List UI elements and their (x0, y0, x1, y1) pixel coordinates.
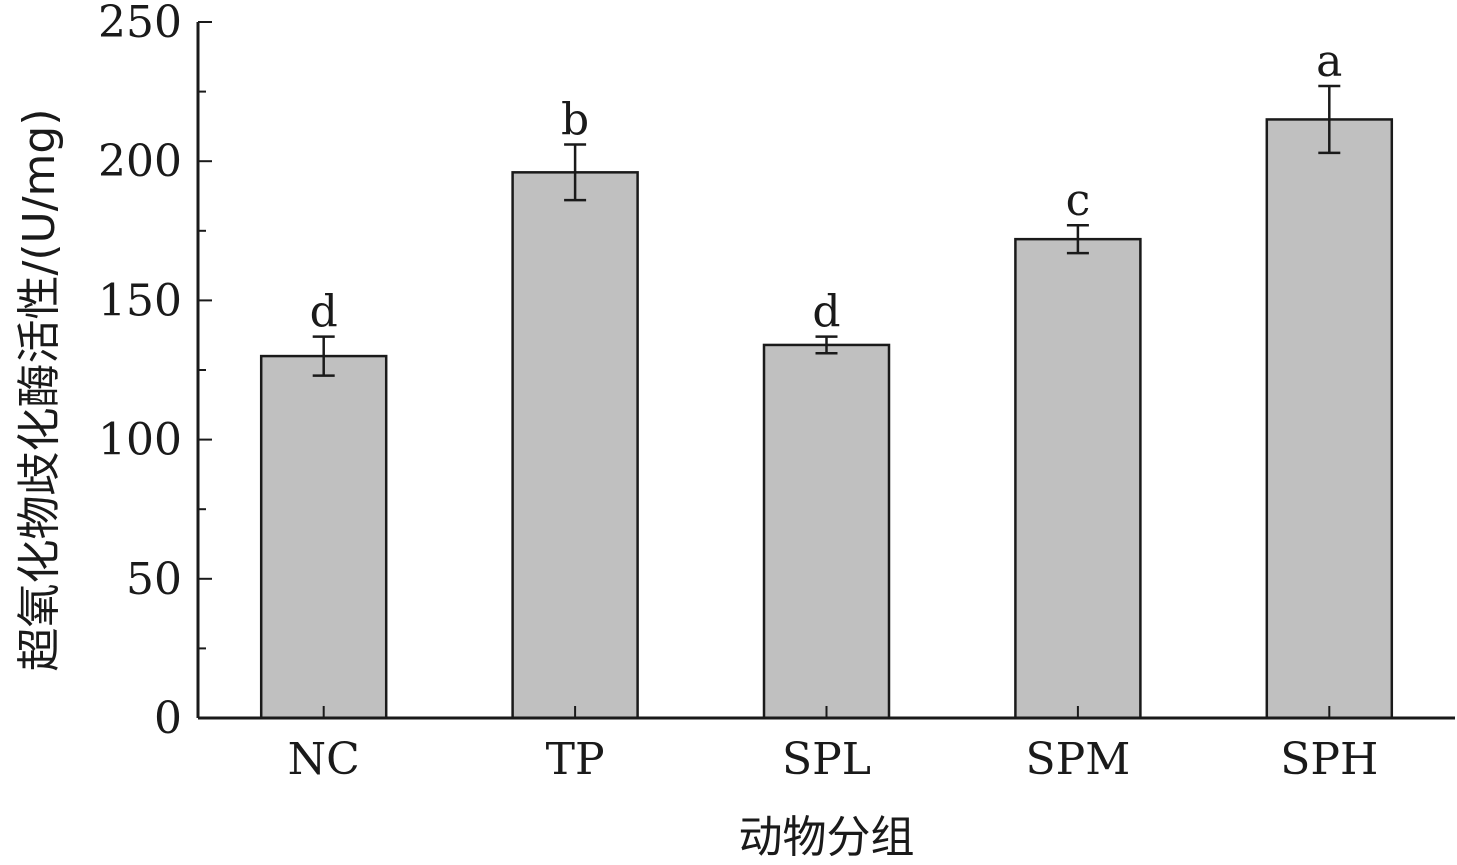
y-tick-label: 100 (98, 415, 182, 466)
bar-tp (511, 171, 639, 720)
x-axis-title: 动物分组 (739, 812, 915, 863)
y-tick-label: 0 (154, 693, 182, 744)
y-axis-ticks: 0 50 100 150 200 250 (98, 0, 212, 744)
x-tick-label-sph: SPH (1280, 734, 1378, 785)
significance-label-spl: d (812, 287, 840, 338)
x-tick-label-nc: NC (288, 734, 360, 785)
x-axis-tick-labels: NC TP SPL SPM SPH (288, 706, 1378, 785)
bar-spm (1014, 237, 1142, 720)
bar-spl (762, 343, 891, 720)
significance-label-sph: a (1316, 36, 1342, 87)
significance-label-tp: b (561, 94, 589, 145)
error-bars (312, 84, 1341, 377)
bar-nc (259, 354, 388, 720)
significance-labels: d b d c a (310, 36, 1343, 338)
x-tick-label-spm: SPM (1025, 734, 1130, 785)
y-tick-label: 200 (98, 136, 182, 187)
x-tick-label-spl: SPL (782, 734, 871, 785)
significance-label-nc: d (310, 287, 338, 338)
y-tick-label: 250 (98, 0, 182, 48)
x-tick-label-tp: TP (546, 734, 605, 785)
y-tick-label: 150 (98, 275, 182, 326)
y-axis-title: 超氧化物歧化酶活性/(U/mg) (14, 109, 65, 672)
bars (259, 118, 1394, 720)
bar-sph (1265, 118, 1394, 720)
significance-label-spm: c (1066, 175, 1091, 226)
y-tick-label: 50 (126, 554, 182, 605)
